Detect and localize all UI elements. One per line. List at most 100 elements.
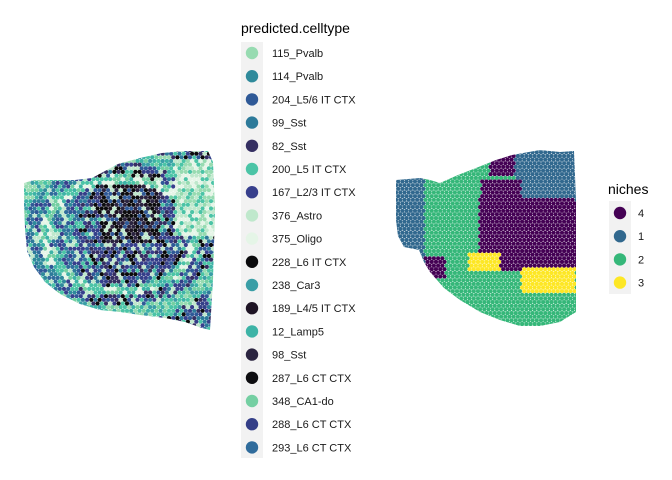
celltype-spot <box>145 155 151 160</box>
celltype-spot <box>187 235 193 240</box>
niche-spot <box>446 289 451 294</box>
niche-spot <box>568 216 573 221</box>
celltype-spot <box>99 177 104 182</box>
celltype-spot <box>164 151 169 156</box>
niche-spot <box>541 241 546 246</box>
niche-spot <box>433 150 439 155</box>
niche-spot <box>541 183 546 188</box>
celltype-spot <box>112 316 117 321</box>
celltype-spot <box>124 264 130 269</box>
niche-spot <box>522 259 527 264</box>
niche-spot <box>419 285 424 290</box>
legend-key-0 <box>245 46 259 60</box>
niche-spot <box>471 223 476 228</box>
celltype-spot <box>164 283 169 288</box>
celltype-spot <box>110 268 115 273</box>
celltype-spot <box>26 158 31 164</box>
celltype-spot <box>139 312 144 317</box>
celltype-spot <box>24 286 25 291</box>
niche-spot <box>450 216 455 221</box>
celltype-spot <box>160 261 165 266</box>
celltype-spot <box>211 158 215 164</box>
celltype-spot <box>181 224 186 229</box>
niche-spot <box>400 164 405 169</box>
niche-spot <box>431 285 436 290</box>
celltype-spot <box>24 326 27 330</box>
celltype-spot <box>101 231 106 237</box>
celltype-spot <box>152 210 157 215</box>
niche-spot <box>463 172 468 177</box>
niche-spot <box>528 300 533 305</box>
celltype-spot <box>160 224 165 229</box>
celltype-spot <box>116 199 121 204</box>
celltype-spot <box>206 290 211 295</box>
niche-spot <box>543 172 548 177</box>
celltype-spot <box>47 239 52 244</box>
celltype-spot <box>129 250 134 255</box>
niche-spot <box>572 223 576 228</box>
celltype-spot <box>141 264 146 269</box>
celltype-spot <box>24 213 25 218</box>
niche-spot <box>526 194 531 199</box>
celltype-spot <box>127 151 132 156</box>
niche-spot <box>482 153 487 159</box>
celltype-spot <box>118 312 123 317</box>
celltype-spot <box>137 221 142 226</box>
niche-spot <box>543 296 548 301</box>
celltype-spot <box>190 151 195 156</box>
niche-spot <box>469 205 474 210</box>
niche-spot <box>431 321 436 326</box>
niche-spot <box>494 256 499 261</box>
niche-spot <box>557 219 563 224</box>
celltype-spot <box>162 191 167 196</box>
niche-spot <box>417 281 422 286</box>
celltype-spot <box>184 331 188 335</box>
niche-spot <box>532 263 537 268</box>
niche-spot <box>570 314 575 319</box>
niche-spot <box>486 285 491 290</box>
niche-spot <box>491 329 495 333</box>
celltype-spot <box>200 177 205 182</box>
celltype-spot <box>145 177 151 182</box>
celltype-spot <box>70 286 75 291</box>
niche-spot <box>501 143 505 147</box>
niche-spot <box>475 230 481 235</box>
niche-spot <box>488 150 493 155</box>
celltype-spot <box>40 213 46 218</box>
niche-spot <box>559 281 565 286</box>
celltype-spot <box>135 217 140 222</box>
celltype-spot <box>131 283 136 288</box>
celltype-spot <box>120 301 125 306</box>
niche-spot <box>547 311 552 316</box>
niche-spot <box>534 230 539 235</box>
celltype-spot <box>179 316 184 321</box>
celltype-spot <box>169 217 174 222</box>
celltype-spot <box>53 184 58 189</box>
celltype-spot <box>148 224 153 229</box>
niche-spot <box>442 157 447 162</box>
celltype-spot <box>93 239 98 244</box>
niche-spot <box>433 230 439 235</box>
celltype-spot <box>129 221 134 226</box>
niche-spot <box>557 190 563 195</box>
celltype-spot <box>103 323 109 328</box>
celltype-spot <box>175 191 180 196</box>
celltype-spot <box>110 180 115 185</box>
niche-spot <box>566 175 571 180</box>
celltype-spot <box>51 297 56 302</box>
niche-spot <box>421 267 426 272</box>
celltype-spot <box>154 308 159 313</box>
niche-spot <box>398 234 403 239</box>
niche-spot <box>465 278 470 283</box>
celltype-spot <box>213 221 215 226</box>
celltype-spot <box>179 221 184 226</box>
niche-spot <box>522 303 527 308</box>
niche-spot <box>490 234 495 239</box>
celltype-spot <box>114 261 119 266</box>
niche-spot <box>566 256 571 261</box>
niche-spot <box>522 325 527 326</box>
celltype-spot <box>24 257 29 262</box>
niche-spot <box>505 216 510 221</box>
celltype-spot <box>68 231 73 237</box>
niche-spot <box>465 190 470 195</box>
